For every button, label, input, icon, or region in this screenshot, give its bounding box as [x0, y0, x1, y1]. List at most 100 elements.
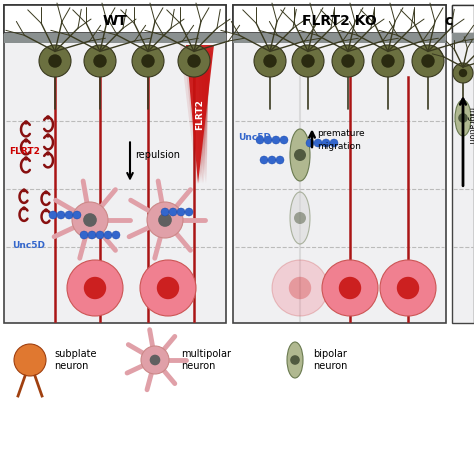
Circle shape — [147, 202, 183, 238]
Circle shape — [48, 55, 62, 68]
Circle shape — [169, 208, 177, 216]
Ellipse shape — [290, 129, 310, 181]
Circle shape — [84, 277, 106, 299]
Bar — [452, 5, 474, 323]
Circle shape — [39, 45, 71, 77]
Circle shape — [49, 211, 57, 219]
Bar — [4, 33, 226, 43]
Circle shape — [44, 191, 48, 194]
Circle shape — [46, 133, 50, 137]
Circle shape — [254, 45, 286, 77]
Circle shape — [339, 277, 361, 299]
Bar — [4, 5, 226, 323]
Circle shape — [44, 208, 48, 212]
Circle shape — [187, 55, 201, 68]
Circle shape — [421, 55, 435, 68]
Circle shape — [150, 355, 160, 365]
Circle shape — [306, 139, 314, 147]
Text: Unc5D: Unc5D — [12, 240, 45, 249]
Polygon shape — [187, 51, 212, 183]
Circle shape — [22, 206, 26, 210]
Polygon shape — [198, 60, 210, 183]
Bar — [4, 5, 226, 33]
Circle shape — [24, 120, 28, 125]
Ellipse shape — [287, 342, 303, 378]
Text: subplate
neuron: subplate neuron — [54, 349, 97, 371]
Circle shape — [177, 208, 185, 216]
Circle shape — [112, 231, 120, 239]
Circle shape — [372, 45, 404, 77]
Circle shape — [453, 63, 473, 83]
Polygon shape — [186, 45, 214, 183]
Bar — [233, 33, 446, 43]
Circle shape — [330, 139, 338, 147]
Text: repulsion: repulsion — [135, 150, 180, 160]
Circle shape — [24, 138, 28, 143]
Circle shape — [380, 260, 436, 316]
Circle shape — [263, 55, 277, 68]
Circle shape — [57, 211, 65, 219]
Ellipse shape — [290, 192, 310, 244]
Ellipse shape — [455, 100, 471, 136]
Text: FLRT2 KO: FLRT2 KO — [302, 14, 377, 28]
Circle shape — [46, 115, 50, 119]
Circle shape — [158, 213, 172, 227]
Polygon shape — [191, 54, 211, 183]
Circle shape — [24, 156, 28, 161]
Bar — [452, 5, 474, 33]
Circle shape — [294, 149, 306, 161]
Text: migration: migration — [466, 107, 474, 145]
Circle shape — [22, 188, 26, 192]
Circle shape — [272, 260, 328, 316]
Text: premature: premature — [317, 129, 365, 138]
Bar — [233, 5, 446, 33]
Circle shape — [459, 69, 467, 77]
Circle shape — [14, 344, 46, 376]
Circle shape — [256, 136, 264, 144]
Circle shape — [292, 45, 324, 77]
Circle shape — [268, 156, 276, 164]
Circle shape — [178, 45, 210, 77]
Polygon shape — [194, 57, 211, 183]
Circle shape — [301, 55, 315, 68]
Circle shape — [290, 355, 300, 365]
Text: c: c — [444, 14, 452, 28]
Circle shape — [276, 156, 284, 164]
Circle shape — [294, 212, 306, 224]
Circle shape — [397, 277, 419, 299]
Circle shape — [260, 156, 268, 164]
Circle shape — [83, 213, 97, 227]
Circle shape — [88, 231, 96, 239]
Polygon shape — [204, 66, 209, 183]
Circle shape — [141, 346, 169, 374]
Polygon shape — [183, 48, 213, 183]
Text: WT: WT — [102, 14, 128, 28]
Circle shape — [140, 260, 196, 316]
Circle shape — [412, 45, 444, 77]
Circle shape — [289, 277, 311, 299]
Circle shape — [280, 136, 288, 144]
Circle shape — [322, 139, 330, 147]
Circle shape — [341, 55, 355, 68]
Bar — [452, 33, 474, 43]
Text: Unc5D: Unc5D — [238, 133, 271, 142]
Circle shape — [157, 277, 179, 299]
Text: bipolar
neuron: bipolar neuron — [313, 349, 347, 371]
Circle shape — [458, 113, 468, 123]
Circle shape — [132, 45, 164, 77]
Circle shape — [84, 45, 116, 77]
Text: FLRT2: FLRT2 — [195, 99, 204, 130]
Circle shape — [272, 136, 280, 144]
Text: multipolar
neuron: multipolar neuron — [181, 349, 231, 371]
Circle shape — [96, 231, 104, 239]
Text: migration: migration — [317, 142, 361, 151]
Circle shape — [65, 211, 73, 219]
Circle shape — [80, 231, 88, 239]
Circle shape — [322, 260, 378, 316]
Circle shape — [67, 260, 123, 316]
Circle shape — [161, 208, 169, 216]
Circle shape — [314, 139, 322, 147]
Polygon shape — [201, 63, 210, 183]
Circle shape — [104, 231, 112, 239]
Circle shape — [381, 55, 395, 68]
